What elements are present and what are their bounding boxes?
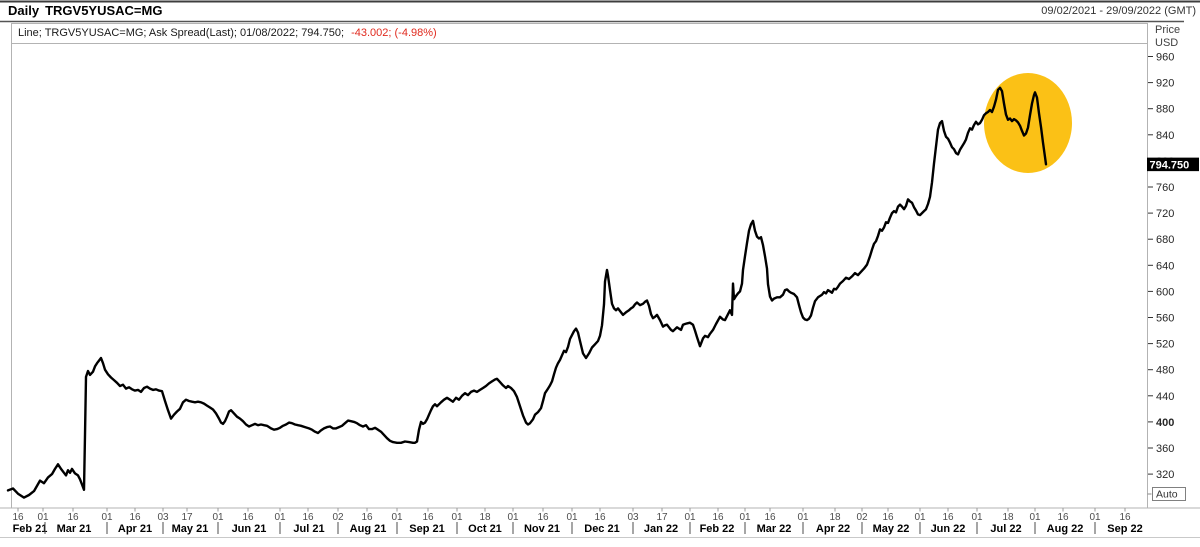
last-price-value: 794.750: [1150, 159, 1190, 171]
legend-box[interactable]: Line; TRGV5YUSAC=MG; Ask Spread(Last); 0…: [11, 23, 1148, 44]
x-day-label: 17: [656, 512, 668, 523]
x-month-label: Mar 21: [57, 523, 92, 535]
auto-button-label: Auto: [1156, 489, 1178, 501]
auto-button-box[interactable]: [1152, 487, 1186, 501]
x-day-label: 16: [712, 512, 724, 523]
x-day-label: 16: [942, 512, 954, 523]
page-title: Daily TRGV5YUSAC=MG: [8, 3, 162, 18]
y-tick-label: 840: [1156, 130, 1174, 142]
x-day-label: 01: [739, 512, 751, 523]
x-day-label: 16: [302, 512, 314, 523]
x-day-label: 01: [451, 512, 463, 523]
legend-series-text: Line; TRGV5YUSAC=MG; Ask Spread(Last); 0…: [18, 27, 345, 39]
x-day-label: 01: [212, 512, 224, 523]
y-tick-label: 320: [1156, 469, 1174, 481]
x-day-label: 03: [157, 512, 169, 523]
x-month-label: Nov 21: [524, 523, 560, 535]
x-day-label: 01: [274, 512, 286, 523]
y-tick-label: 920: [1156, 78, 1174, 90]
y-tick-label: 760: [1156, 182, 1174, 194]
x-day-label: 16: [361, 512, 373, 523]
x-day-label: 16: [594, 512, 606, 523]
x-day-label: 01: [1089, 512, 1101, 523]
x-month-label: Jul 22: [990, 523, 1021, 535]
x-axis: 16 01 16 01 16 03 17 01 16 01 16 02 16 01 16 01 18 01 16 01…: [12, 508, 1143, 535]
x-month-label: Sep 22: [1107, 523, 1142, 535]
x-day-label: 16: [129, 512, 141, 523]
y-tick-label: 600: [1156, 286, 1174, 298]
y-tick-label: 680: [1156, 234, 1174, 246]
price-line: [6, 86, 1048, 499]
x-month-label: May 21: [172, 523, 209, 535]
series-layer: [6, 86, 1048, 499]
y-tick-label: 720: [1156, 208, 1174, 220]
y-tick-label: 640: [1156, 260, 1174, 272]
x-day-label: 17: [181, 512, 193, 523]
x-month-label: Apr 22: [816, 523, 850, 535]
x-day-label: 01: [566, 512, 578, 523]
y-tick-label: 560: [1156, 313, 1174, 325]
last-price-flag: [1147, 157, 1199, 172]
x-day-label: 16: [764, 512, 776, 523]
x-day-label: 16: [12, 512, 24, 523]
x-day-label: 01: [101, 512, 113, 523]
y-tick-label: 480: [1156, 365, 1174, 377]
y-tick-label: 880: [1156, 104, 1174, 116]
x-day-label: 18: [1002, 512, 1014, 523]
y-tick-label: 360: [1156, 443, 1174, 455]
legend-change-text: -43.002; (-4.98%): [351, 27, 437, 39]
y-tick-label: 400: [1156, 417, 1174, 429]
x-day-label: 16: [882, 512, 894, 523]
x-day-label: 16: [67, 512, 79, 523]
x-day-label: 01: [37, 512, 49, 523]
date-range-label: 09/02/2021 - 29/09/2022 (GMT): [1041, 5, 1196, 17]
x-month-label: Jan 22: [644, 523, 678, 535]
x-day-label: 16: [1119, 512, 1131, 523]
x-month-label: Jun 22: [931, 523, 966, 535]
x-month-label: Dec 21: [584, 523, 619, 535]
x-day-label: 03: [627, 512, 639, 523]
y-tick-label: 440: [1156, 391, 1174, 403]
x-day-label: 01: [971, 512, 983, 523]
auto-button[interactable]: Auto: [1147, 487, 1186, 501]
x-day-label: 01: [914, 512, 926, 523]
x-month-label: Oct 21: [468, 523, 502, 535]
x-month-label: Aug 21: [350, 523, 387, 535]
chart-interval-label: Daily: [8, 3, 40, 18]
x-day-label: 01: [1029, 512, 1041, 523]
x-day-label: 01: [797, 512, 809, 523]
x-month-label: Jul 21: [293, 523, 324, 535]
y-tick-label: 960: [1156, 52, 1174, 64]
y-axis-unit: USD: [1155, 37, 1178, 49]
x-month-label: Aug 22: [1047, 523, 1084, 535]
y-axis-title: Price: [1155, 24, 1180, 36]
x-month-label: May 22: [873, 523, 910, 535]
x-month-label: Sep 21: [409, 523, 444, 535]
x-month-label: Feb 21: [13, 523, 48, 535]
x-month-label: Feb 22: [700, 523, 735, 535]
x-day-label: 16: [1057, 512, 1069, 523]
x-day-label: 18: [829, 512, 841, 523]
y-tick-label: 520: [1156, 339, 1174, 351]
instrument-symbol: TRGV5YUSAC=MG: [45, 3, 163, 18]
x-day-label: 01: [507, 512, 519, 523]
x-day-label: 01: [684, 512, 696, 523]
x-day-label: 02: [332, 512, 344, 523]
x-month-label: Apr 21: [118, 523, 152, 535]
y-axis: PriceUSD96092088084080076072068064060056…: [1148, 24, 1180, 481]
x-month-label: Mar 22: [757, 523, 792, 535]
x-day-label: 16: [242, 512, 254, 523]
last-price-marker: 794.750: [1147, 157, 1199, 172]
x-month-label: Jun 21: [232, 523, 267, 535]
x-day-label: 18: [479, 512, 491, 523]
x-day-label: 16: [537, 512, 549, 523]
x-day-label: 01: [391, 512, 403, 523]
x-day-label: 16: [422, 512, 434, 523]
x-day-label: 02: [856, 512, 868, 523]
